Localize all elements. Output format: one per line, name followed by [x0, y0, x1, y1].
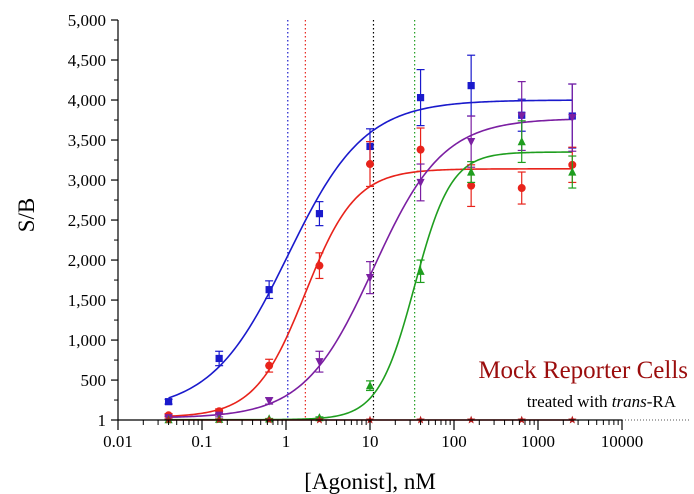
data-point — [568, 167, 577, 176]
x-tick-label: 0.01 — [103, 432, 133, 451]
annotation-title: Mock Reporter Cells — [478, 357, 688, 384]
data-points — [164, 54, 577, 424]
y-tick-label: 3,000 — [68, 171, 106, 190]
x-tick-label: 100 — [441, 432, 467, 451]
x-tick-label: 0.1 — [191, 432, 212, 451]
data-point — [416, 145, 425, 154]
axes: 1 500 1,000 1,500 2,000 2,500 3,000 3,500 4,000 4… — [68, 11, 644, 451]
x-tick-label: 10000 — [601, 432, 644, 451]
data-point — [315, 210, 324, 218]
annotation-subtitle: treated with trans-RA — [527, 392, 677, 411]
data-point — [416, 178, 425, 188]
data-point — [517, 112, 526, 121]
y-tick-label: 5,000 — [68, 11, 106, 30]
ec50-lines — [287, 20, 416, 420]
data-point — [265, 286, 273, 294]
annotation-subtitle-italic: trans — [612, 392, 647, 411]
y-tick-label: 4,500 — [68, 51, 106, 70]
data-point — [365, 381, 375, 390]
data-point — [467, 82, 475, 90]
y-tick-label: 1 — [98, 411, 107, 430]
data-point — [467, 138, 476, 147]
data-point — [467, 181, 476, 190]
y-tick-label: 4,000 — [68, 91, 106, 110]
data-point — [517, 184, 526, 193]
y-axis-label: S/B — [14, 198, 39, 233]
data-point — [416, 266, 425, 275]
data-point — [265, 397, 274, 406]
data-point — [467, 167, 476, 176]
data-point — [215, 354, 223, 363]
y-tick-label: 1,500 — [68, 291, 106, 310]
data-point — [366, 160, 374, 169]
x-tick-label: 1 — [282, 432, 291, 451]
data-point — [365, 274, 375, 283]
y-tick-label: 500 — [81, 371, 107, 390]
y-tick-label: 3,500 — [68, 131, 106, 150]
data-point — [164, 398, 173, 406]
y-tick-label: 1,000 — [68, 331, 106, 350]
y-tick-label: 2,000 — [68, 251, 106, 270]
y-tick-label: 2,500 — [68, 211, 106, 230]
annotation-subtitle-suffix: -RA — [647, 392, 677, 411]
data-point — [315, 261, 324, 270]
data-point — [568, 114, 577, 123]
data-point — [315, 358, 324, 367]
x-axis-label: [Agonist], nM — [304, 469, 436, 494]
data-point — [265, 361, 274, 370]
x-tick-label: 10 — [362, 432, 379, 451]
annotation-subtitle-prefix: treated with — [527, 392, 612, 411]
data-point — [517, 137, 526, 146]
data-point — [416, 94, 425, 102]
x-tick-label: 1000 — [521, 432, 555, 451]
